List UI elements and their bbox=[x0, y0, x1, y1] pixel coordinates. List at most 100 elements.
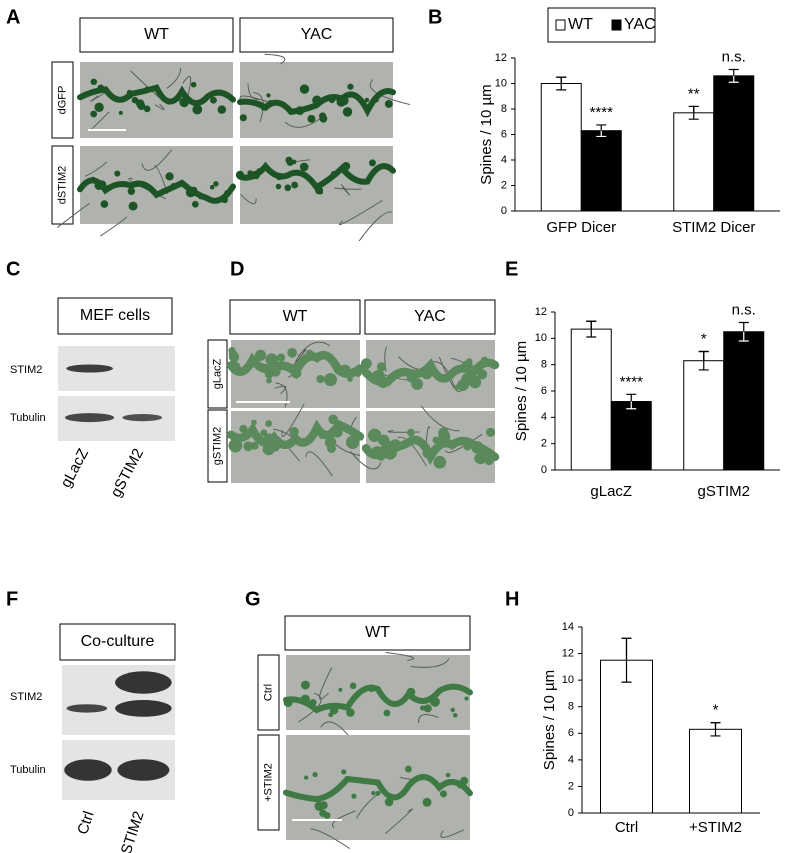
spine bbox=[360, 358, 372, 370]
bar bbox=[713, 75, 755, 212]
y-tick-label: 10 bbox=[535, 332, 547, 344]
spine bbox=[221, 196, 228, 204]
spine bbox=[456, 780, 465, 789]
spine bbox=[265, 420, 273, 427]
neurite bbox=[166, 67, 182, 89]
row-label: STIM2 bbox=[10, 364, 42, 376]
spine bbox=[143, 105, 151, 113]
spine bbox=[260, 168, 265, 173]
spine bbox=[119, 181, 126, 188]
y-tick-label: 0 bbox=[541, 464, 547, 476]
label: YAC bbox=[414, 308, 446, 325]
label: MEF cells bbox=[80, 307, 150, 324]
spine bbox=[254, 349, 267, 362]
label: Ctrl bbox=[262, 684, 274, 701]
spine bbox=[323, 373, 338, 387]
spine bbox=[266, 377, 272, 384]
spine bbox=[377, 376, 389, 389]
lane-label: gLacZ bbox=[57, 446, 92, 491]
panel-letter: F bbox=[6, 588, 18, 610]
spine bbox=[477, 369, 488, 380]
spine bbox=[97, 84, 105, 92]
spine bbox=[90, 110, 98, 118]
spine bbox=[422, 448, 433, 459]
panel-letter: B bbox=[428, 6, 442, 28]
spine bbox=[192, 104, 203, 115]
lane-label: gSTIM2 bbox=[107, 446, 147, 500]
spine bbox=[331, 426, 343, 438]
spine bbox=[263, 433, 276, 446]
bar bbox=[689, 728, 742, 814]
neurite bbox=[410, 658, 450, 668]
spine bbox=[175, 97, 181, 102]
spine bbox=[270, 366, 281, 377]
y-tick-label: 10 bbox=[495, 77, 507, 89]
spine bbox=[290, 367, 302, 379]
spine bbox=[376, 362, 387, 372]
spine bbox=[190, 81, 197, 88]
spine bbox=[454, 384, 460, 391]
spine bbox=[224, 190, 231, 197]
dendrite bbox=[77, 177, 236, 204]
spine bbox=[445, 772, 451, 778]
y-tick-label: 14 bbox=[562, 621, 574, 633]
label-box bbox=[57, 297, 173, 335]
neurite bbox=[247, 83, 260, 100]
spine bbox=[94, 102, 104, 112]
error-bar-top bbox=[556, 76, 567, 84]
x-tick-label: gSTIM2 bbox=[697, 483, 750, 500]
lane-label: Ctrl bbox=[74, 809, 97, 836]
spine bbox=[291, 181, 299, 189]
spine bbox=[127, 187, 136, 195]
bar bbox=[600, 659, 653, 814]
spine bbox=[328, 96, 335, 104]
spine bbox=[312, 772, 318, 778]
x-tick-label: Ctrl bbox=[615, 819, 638, 836]
neurite bbox=[340, 184, 351, 196]
neurite bbox=[358, 211, 393, 242]
neurite bbox=[445, 433, 483, 454]
dendrite bbox=[77, 84, 236, 107]
spine bbox=[300, 694, 310, 704]
x-tick-label: +STIM2 bbox=[689, 819, 742, 836]
band bbox=[117, 759, 170, 781]
spine bbox=[349, 682, 357, 690]
neurite bbox=[100, 216, 128, 237]
spine bbox=[90, 78, 98, 86]
y-tick-label: 2 bbox=[568, 780, 574, 792]
bar bbox=[570, 328, 612, 471]
spine bbox=[422, 797, 432, 807]
spine bbox=[480, 356, 489, 365]
label: WT bbox=[144, 26, 169, 43]
spine bbox=[328, 414, 338, 425]
spine bbox=[114, 170, 121, 177]
neurite bbox=[369, 79, 411, 106]
spine bbox=[217, 105, 227, 114]
significance-label: **** bbox=[590, 104, 614, 121]
y-tick-label: 6 bbox=[501, 128, 507, 140]
neurite bbox=[274, 385, 287, 395]
spine bbox=[262, 443, 275, 456]
spine bbox=[433, 455, 447, 469]
spine bbox=[471, 441, 484, 454]
neurite bbox=[333, 187, 362, 190]
label: WT bbox=[365, 624, 390, 641]
y-tick-label: 0 bbox=[568, 807, 574, 819]
spine bbox=[463, 443, 472, 451]
legend-swatch bbox=[555, 19, 566, 31]
y-tick-label: 12 bbox=[562, 647, 574, 659]
spine bbox=[300, 680, 310, 690]
label-box bbox=[59, 623, 176, 661]
spine bbox=[444, 373, 452, 382]
spine bbox=[191, 200, 199, 208]
spine bbox=[432, 436, 440, 444]
error-bar-top bbox=[710, 722, 721, 730]
neurite bbox=[305, 451, 333, 477]
legend-swatch bbox=[611, 19, 622, 31]
spine bbox=[171, 182, 176, 188]
spine bbox=[90, 176, 96, 182]
significance-label: * bbox=[701, 330, 707, 347]
spine bbox=[421, 368, 433, 380]
spine bbox=[430, 696, 440, 707]
spine bbox=[210, 96, 217, 104]
